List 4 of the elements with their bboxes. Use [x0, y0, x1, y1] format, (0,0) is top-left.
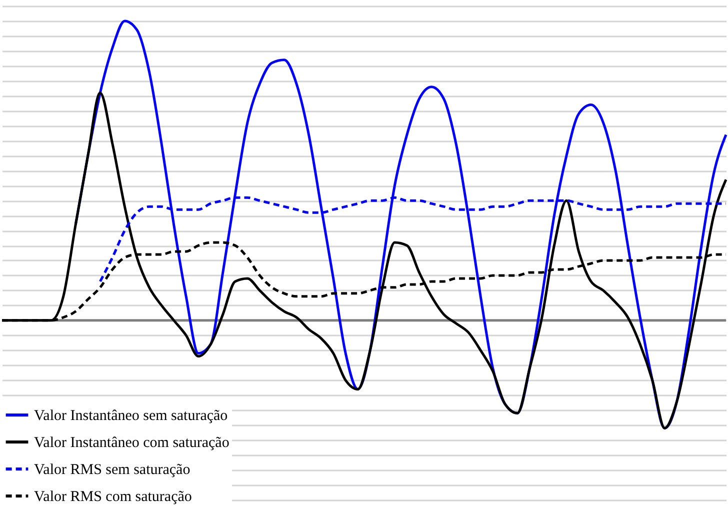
legend-label: Valor RMS sem saturação — [34, 462, 190, 478]
legend-label: Valor RMS com saturação — [34, 489, 192, 505]
legend-label: Valor Instantâneo sem saturação — [34, 408, 228, 424]
legend-label: Valor Instantâneo com saturação — [34, 435, 230, 451]
